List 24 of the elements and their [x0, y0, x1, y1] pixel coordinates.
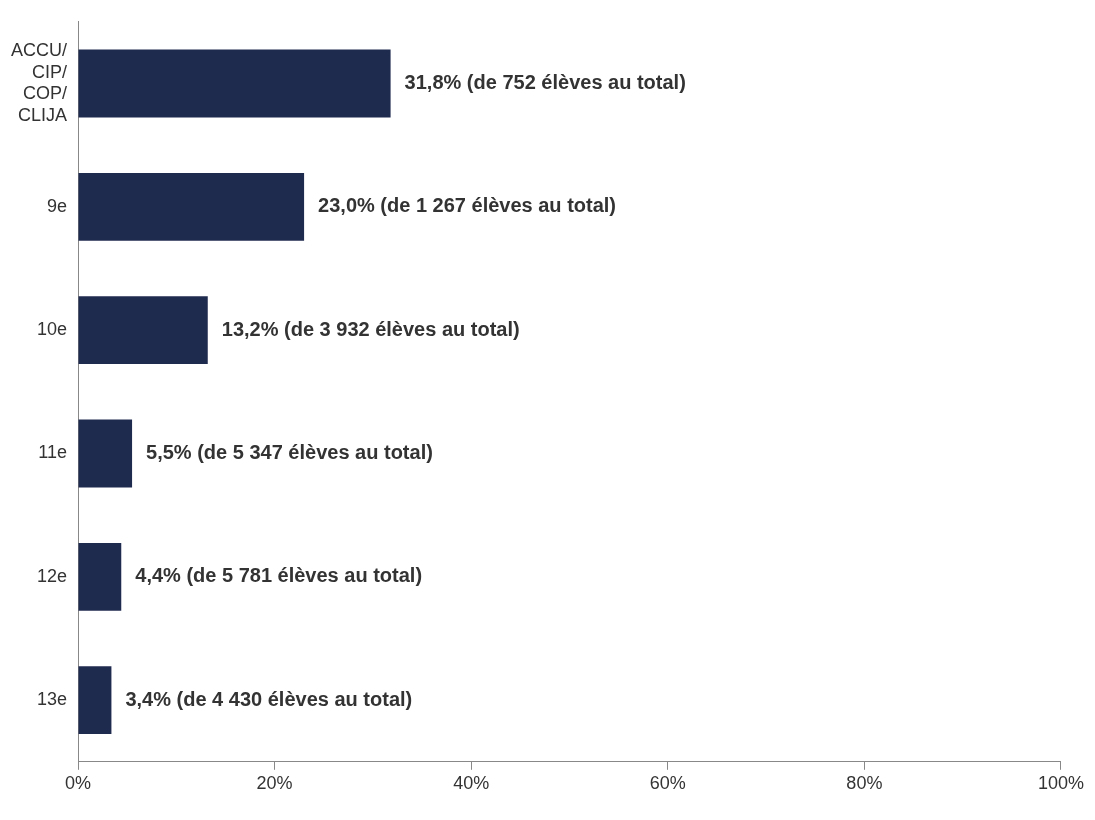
y-tick-label: 9e [46, 195, 67, 216]
x-tick-label: 20% [256, 772, 293, 793]
x-tick-label: 0% [65, 772, 92, 793]
data-label: 5,5% (de 5 347 élèves au total) [146, 440, 433, 463]
bar [78, 296, 208, 365]
bar [78, 49, 391, 118]
bar [78, 542, 122, 611]
y-tick-label: ACCU/CIP/COP/CLIJA [10, 40, 67, 125]
y-tick-label: 13e [36, 689, 67, 710]
data-label: 23,0% (de 1 267 élèves au total) [318, 194, 617, 217]
y-tick-label: 11e [38, 442, 67, 463]
x-tick-label: 40% [453, 772, 490, 793]
x-tick-label: 80% [846, 772, 883, 793]
bar [78, 419, 133, 488]
data-label: 31,8% (de 752 élèves au total) [404, 70, 686, 93]
y-tick-label: 10e [36, 319, 67, 340]
y-tick-label: 12e [36, 565, 67, 586]
data-label: 3,4% (de 4 430 élèves au total) [125, 687, 413, 710]
data-label: 13,2% (de 3 932 élèves au total) [221, 317, 520, 340]
bar [78, 172, 305, 241]
x-tick-label: 100% [1037, 772, 1084, 793]
x-tick-label: 60% [649, 772, 686, 793]
bar [78, 666, 112, 735]
data-label: 4,4% (de 5 781 élèves au total) [135, 564, 423, 587]
